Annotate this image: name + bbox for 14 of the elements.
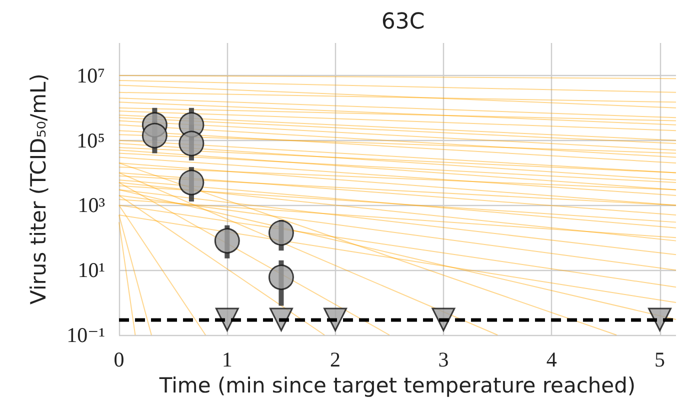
x-tick-label: 3 bbox=[438, 348, 449, 372]
x-tick-label: 5 bbox=[654, 348, 666, 372]
x-axis-title: Time (min since target temperature reached) bbox=[158, 374, 636, 398]
chart-title: 63C bbox=[381, 10, 425, 34]
y-tick-label: 10⁷ bbox=[76, 63, 105, 88]
x-tick-label: 2 bbox=[330, 348, 341, 372]
x-tick-label: 1 bbox=[222, 348, 232, 372]
y-axis-title: Virus titer (TCID₅₀/mL) bbox=[26, 74, 50, 304]
y-tick-label: 10⁻¹ bbox=[66, 323, 105, 347]
y-tick-label: 10¹ bbox=[78, 258, 105, 282]
x-tick-label: 4 bbox=[546, 348, 558, 372]
x-tick-label: 0 bbox=[114, 348, 124, 372]
y-tick-label: 10³ bbox=[78, 193, 105, 218]
y-tick-label: 10⁵ bbox=[76, 128, 105, 152]
